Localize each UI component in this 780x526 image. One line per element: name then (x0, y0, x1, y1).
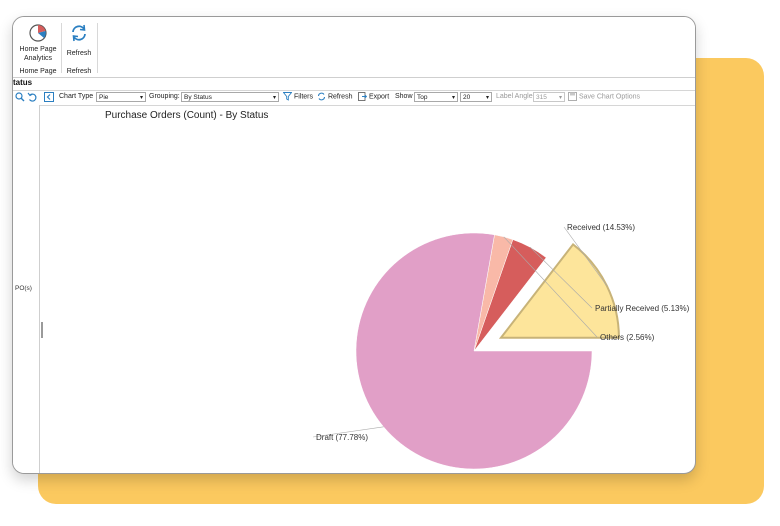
leader-line-received (563, 226, 608, 286)
chart-type-select[interactable]: Pie ▾ (96, 92, 146, 102)
refresh-group-label: Refresh (66, 68, 92, 75)
section-title: tatus (13, 78, 33, 87)
chevron-down-icon: ▾ (558, 95, 562, 101)
grouping-value: By Status (184, 94, 212, 101)
ribbon: Home Page Analytics Home Page Refresh Re… (13, 17, 695, 78)
pos-label: PO(s) (15, 285, 32, 292)
leader-line-partially-received (530, 247, 593, 309)
leader-line-draft (312, 426, 384, 438)
refresh-group: Refresh Refresh (63, 23, 95, 75)
leader-line-others (503, 236, 598, 338)
ribbon-refresh-button[interactable]: Refresh (63, 23, 95, 58)
export-button[interactable]: Export (358, 92, 389, 101)
home-page-group-label: Home Page (19, 68, 57, 75)
filters-label: Filters (293, 93, 314, 101)
left-pane: PO(s) (13, 105, 40, 473)
app-window: Home Page Analytics Home Page Refresh Re… (12, 16, 696, 474)
chevron-down-icon: ▾ (485, 95, 489, 101)
export-label: Export (368, 93, 390, 101)
grouping-label: Grouping: (149, 93, 180, 100)
ribbon-separator (61, 23, 62, 73)
search-icon[interactable] (15, 92, 25, 102)
undo-icon[interactable] (27, 92, 37, 102)
count-select[interactable]: 20 ▾ (460, 92, 492, 102)
chart-toolbar: Chart Type Pie ▾ Grouping: By Status ▾ F… (13, 90, 695, 106)
collapse-panel-icon[interactable] (44, 92, 54, 102)
filters-button[interactable]: Filters (282, 92, 314, 101)
chart-type-label: Chart Type (59, 93, 94, 100)
count-value: 20 (463, 94, 471, 101)
show-value: Top (417, 94, 428, 101)
chevron-down-icon: ▾ (451, 95, 455, 101)
show-select[interactable]: Top ▾ (414, 92, 458, 102)
slice-label-others: Others (2.56%) (600, 333, 655, 342)
chevron-down-icon: ▾ (139, 95, 143, 101)
show-label: Show (395, 93, 413, 100)
refresh-icon (317, 92, 326, 101)
pie-chart: Received (14.53%) Partially Received (5.1… (312, 223, 690, 470)
home-page-analytics-label-2: Analytics (23, 55, 52, 62)
home-page-analytics-label-1: Home Page (19, 46, 57, 53)
label-angle-value: 315 (536, 94, 547, 101)
home-page-group: Home Page Analytics Home Page (17, 23, 59, 75)
label-angle-select[interactable]: 315 ▾ (533, 92, 565, 102)
save-icon (568, 92, 577, 101)
save-chart-options-label: Save Chart Options (578, 93, 641, 101)
refresh-label: Refresh (327, 93, 353, 101)
chevron-down-icon: ▾ (272, 95, 276, 101)
refresh-button[interactable]: Refresh (317, 92, 352, 101)
chart-type-value: Pie (99, 94, 109, 101)
save-chart-options-button[interactable]: Save Chart Options (568, 92, 640, 101)
slice-label-received: Received (14.53%) (567, 223, 635, 232)
grouping-select[interactable]: By Status ▾ (181, 92, 279, 102)
refresh-icon (72, 24, 86, 42)
pane-splitter-handle[interactable] (41, 322, 43, 338)
slice-label-draft: Draft (77.78%) (316, 433, 368, 442)
pie-chart-icon (29, 24, 47, 42)
slice-label-partially-received: Partially Received (5.13%) (595, 304, 690, 313)
ribbon-refresh-label: Refresh (66, 50, 92, 57)
export-icon (358, 92, 368, 101)
home-page-analytics-button[interactable]: Home Page Analytics (17, 23, 59, 63)
filter-icon (282, 92, 293, 101)
ribbon-separator (97, 23, 98, 73)
label-angle-label: Label Angle (496, 93, 533, 100)
chart-title: Purchase Orders (Count) - By Status (105, 110, 269, 121)
